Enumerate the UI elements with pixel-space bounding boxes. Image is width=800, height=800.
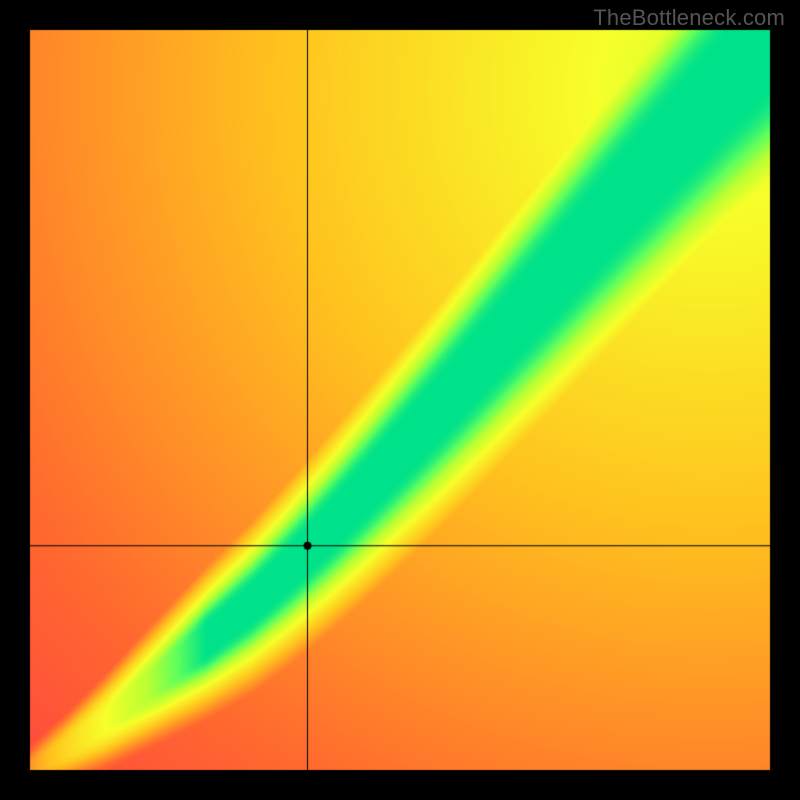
chart-container: TheBottleneck.com — [0, 0, 800, 800]
heatmap-canvas — [0, 0, 800, 800]
watermark-text: TheBottleneck.com — [593, 5, 785, 31]
